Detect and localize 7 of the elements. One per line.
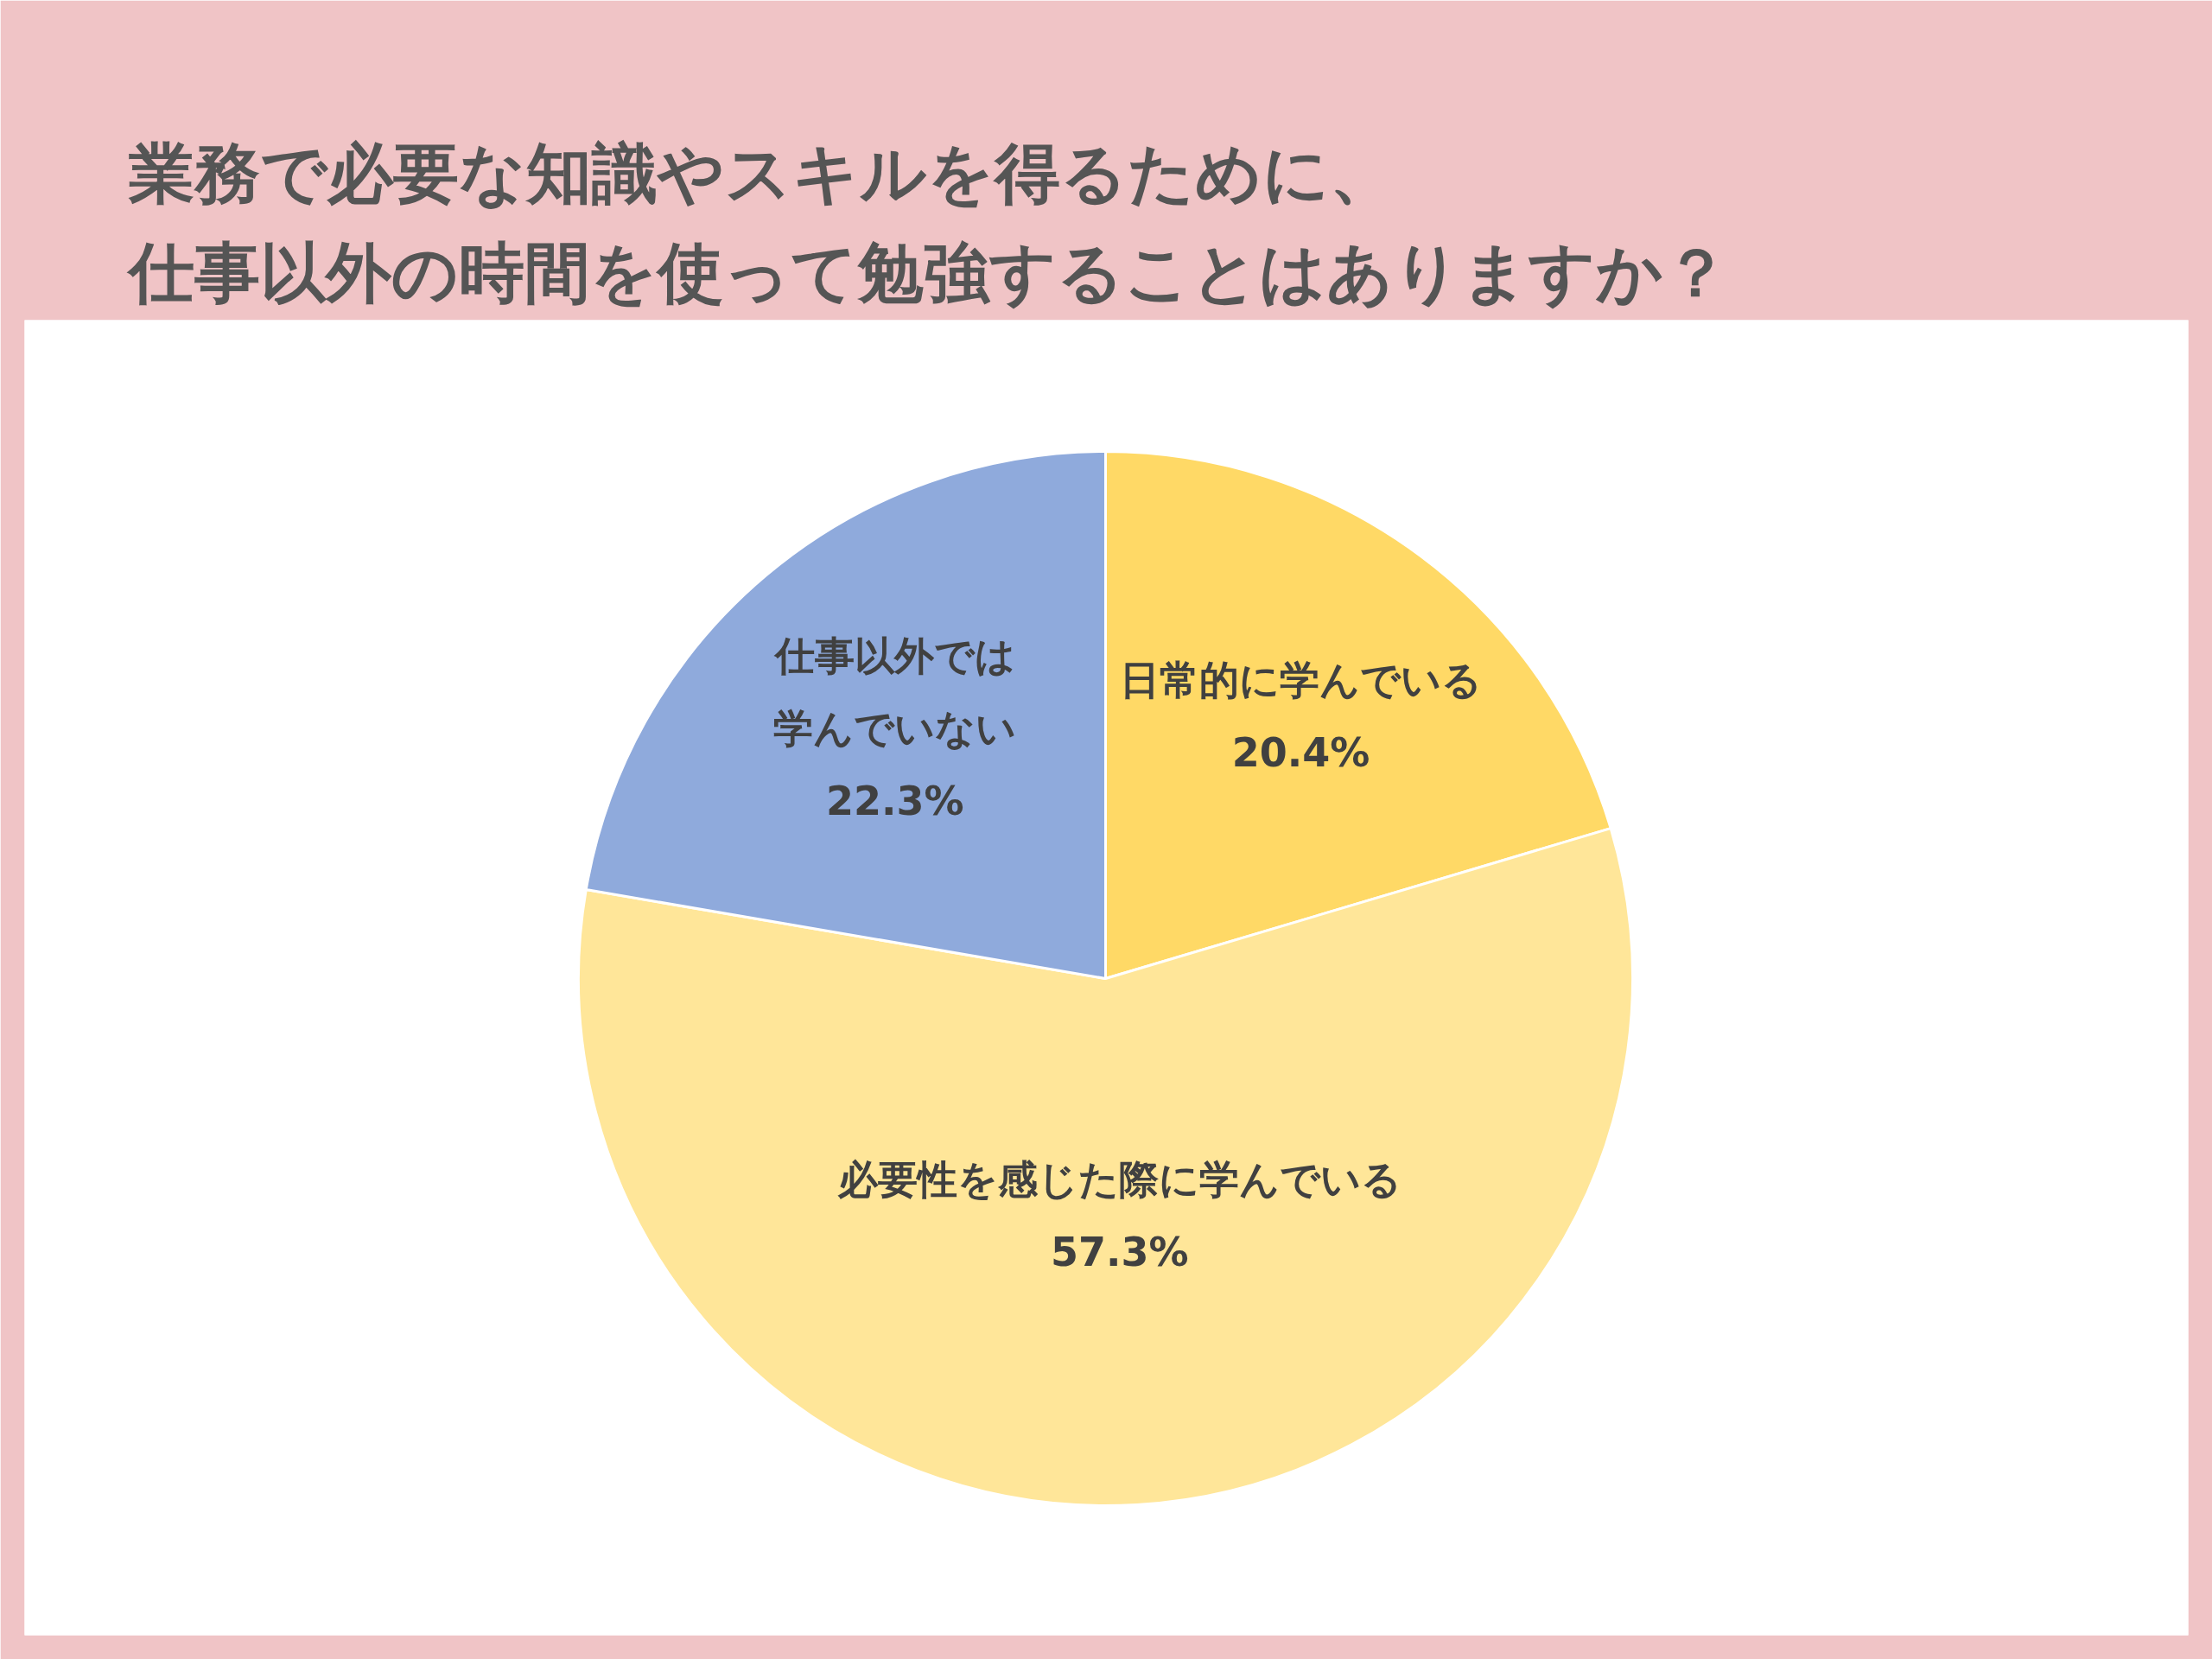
chart-title: 業務で必要な知識やスキルを得るために、仕事以外の時間を使って勉強することはありますか？ — [125, 134, 1729, 312]
data-label: 57.3% — [1051, 1228, 1189, 1275]
slice-label: 必要性を感じた際に学んでいる — [836, 1155, 1402, 1203]
slice-label: 日常的に学んでいる — [1120, 657, 1483, 704]
slice-label: 仕事以外では学んでいない — [772, 632, 1017, 753]
data-label: 22.3% — [825, 778, 964, 825]
data-label: 20.4% — [1231, 729, 1370, 777]
